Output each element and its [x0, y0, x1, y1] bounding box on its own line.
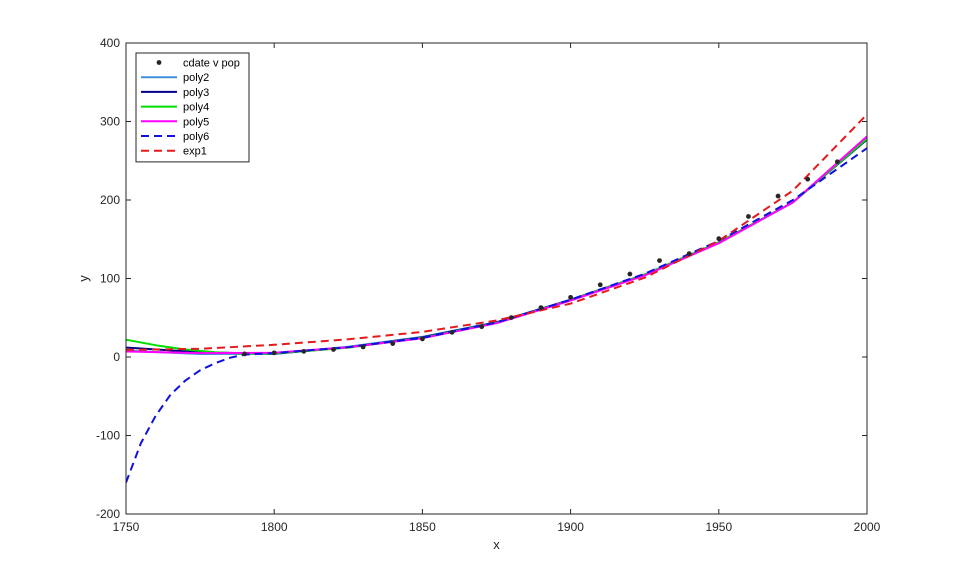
y-axis: -200 -100 0 100 200 300 400 [96, 36, 867, 521]
data-point [360, 344, 366, 350]
x-tick-label: 1900 [557, 520, 584, 534]
y-tick-label: 400 [100, 36, 120, 50]
data-point [597, 282, 603, 288]
data-point [301, 348, 307, 354]
legend-label: poly4 [183, 102, 209, 114]
data-point [746, 214, 751, 219]
data-point [449, 329, 455, 335]
data-point [420, 336, 425, 342]
series-line-exp1 [126, 113, 867, 351]
legend: cdate v pop poly2 poly3 poly4 poly5 poly6 exp1 [135, 52, 250, 163]
legend-marker [156, 60, 162, 65]
y-tick-label: 300 [100, 115, 120, 129]
data-point [627, 271, 633, 277]
x-tick-label: 1750 [113, 520, 140, 534]
data-point [834, 159, 840, 165]
series-lines [126, 113, 867, 483]
legend-label: cdate v pop [183, 58, 240, 70]
data-point [716, 236, 722, 242]
data-point [538, 305, 544, 311]
series-line-poly5 [126, 135, 867, 355]
data-point [805, 176, 811, 182]
data-point [242, 351, 247, 357]
y-tick-label: 100 [100, 272, 120, 286]
y-tick-label: -200 [96, 507, 120, 521]
data-point [775, 193, 781, 199]
y-axis-label: y [76, 275, 91, 282]
x-tick-label: 2000 [854, 520, 881, 534]
data-point [479, 324, 485, 330]
x-axis-label: x [493, 537, 500, 552]
x-tick-label: 1850 [409, 520, 436, 534]
y-tick-label: -100 [96, 429, 120, 443]
x-tick-label: 1800 [261, 520, 288, 534]
legend-label: poly5 [183, 116, 209, 128]
legend-label: poly2 [183, 72, 209, 84]
legend-label: poly6 [183, 131, 209, 143]
y-tick-label: 200 [100, 193, 120, 207]
data-point [508, 315, 514, 320]
data-point [686, 251, 692, 257]
data-point [271, 350, 277, 356]
data-point [390, 341, 396, 346]
y-tick-label: 0 [113, 350, 120, 364]
series-line-poly6 [126, 147, 867, 483]
data-points [242, 159, 840, 357]
x-axis: 1750 1800 1850 1900 1950 2000 [113, 43, 881, 534]
legend-label: poly3 [183, 87, 209, 99]
data-point [568, 294, 573, 300]
data-point [657, 258, 662, 264]
x-tick-label: 1950 [705, 520, 732, 534]
legend-label: exp1 [183, 146, 207, 158]
data-point [331, 347, 336, 352]
